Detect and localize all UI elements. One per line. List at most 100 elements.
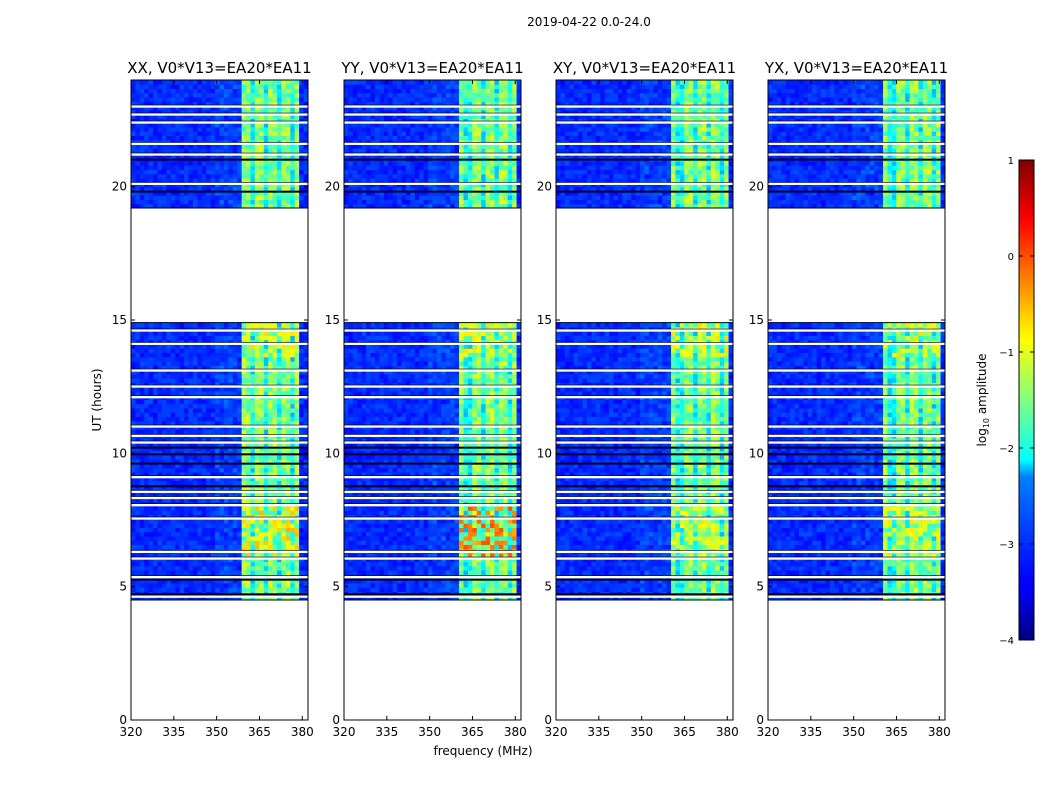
heatmap-cell [170, 493, 176, 499]
heatmap-cell [383, 510, 389, 516]
heatmap-cell [241, 144, 247, 149]
heatmap-cell [188, 322, 194, 328]
heatmap-cell [246, 97, 251, 102]
heatmap-cell [285, 454, 291, 460]
heatmap-cell [228, 114, 234, 119]
heatmap-cell [397, 493, 403, 499]
heatmap-cell [131, 536, 136, 541]
heatmap-cell [290, 578, 296, 584]
heatmap-cell [259, 472, 265, 477]
heatmap-cell [432, 506, 438, 511]
heatmap-cell [263, 446, 269, 452]
heatmap-cells [344, 322, 522, 601]
heatmap-cell [179, 114, 185, 119]
heatmap-cell [175, 459, 181, 464]
heatmap-cell [490, 536, 495, 541]
heatmap-cell [272, 186, 278, 192]
heatmap-cell [374, 480, 380, 486]
heatmap-cell [303, 331, 309, 336]
heatmap-cell [139, 369, 145, 375]
heatmap-cell [197, 544, 203, 550]
heatmap-cell [294, 582, 300, 588]
heatmap-cell [436, 527, 442, 533]
heatmap-cell [148, 595, 154, 601]
heatmap-cell [135, 472, 141, 477]
heatmap-cell [366, 570, 372, 575]
heatmap-cell [481, 587, 487, 592]
heatmap-cell [246, 578, 251, 584]
heatmap-cell [268, 186, 274, 192]
heatmap-cell [197, 322, 203, 328]
heatmap-cell [148, 131, 154, 136]
heatmap-cell [184, 403, 190, 409]
heatmap-cell [246, 390, 251, 396]
heatmap-cell [352, 531, 358, 537]
heatmap-cell [250, 412, 256, 418]
heatmap-cell [206, 131, 212, 136]
heatmap-cell [210, 561, 216, 567]
heatmap-cell [259, 523, 265, 528]
heatmap-cell [423, 557, 429, 563]
heatmap-cell [241, 578, 247, 584]
heatmap-cell [250, 344, 256, 349]
heatmap-cell [467, 553, 473, 558]
heatmap-cell [303, 408, 309, 413]
heatmap-cell [219, 570, 225, 575]
heatmap-cell [210, 322, 216, 328]
heatmap-cell [201, 472, 207, 477]
heatmap-cell [166, 335, 172, 341]
heatmap-cell [192, 408, 198, 413]
heatmap-cell [135, 373, 141, 379]
heatmap-cell [290, 386, 296, 392]
heatmap-cell [148, 322, 154, 328]
heatmap-cell [445, 587, 451, 592]
heatmap-cell [303, 390, 309, 396]
heatmap-cell [223, 335, 229, 341]
heatmap-cell [153, 135, 159, 141]
heatmap-cell [272, 403, 278, 409]
heatmap-cell [157, 101, 163, 107]
heatmap-cell [188, 173, 194, 179]
heatmap-cell [254, 105, 260, 111]
heatmap-cell [219, 540, 225, 546]
heatmap-cell [237, 131, 243, 136]
heatmap-cell [153, 527, 159, 533]
heatmap-cell [144, 420, 150, 426]
heatmap-cell [370, 578, 376, 584]
heatmap-cell [219, 331, 225, 336]
heatmap-cell [241, 459, 247, 464]
heatmap-cell [170, 148, 176, 154]
heatmap-cell [197, 510, 203, 516]
heatmap-cell [223, 173, 229, 179]
heatmap-cell [290, 446, 296, 452]
heatmap-cell [228, 442, 234, 447]
heatmap-cell [285, 472, 291, 477]
heatmap-cell [206, 540, 212, 546]
heatmap-cell [503, 544, 509, 550]
heatmap-cell [290, 348, 296, 354]
heatmap-cell [272, 144, 278, 149]
heatmap-cell [206, 472, 212, 477]
heatmap-cell [285, 203, 291, 209]
heatmap-cell [148, 199, 154, 205]
heatmap-cell [237, 80, 243, 85]
heatmap-cell [277, 459, 282, 464]
heatmap-cell [192, 493, 198, 499]
heatmap-cell [153, 544, 159, 550]
heatmap-cell [206, 344, 212, 349]
heatmap-cell [405, 510, 411, 516]
heatmap-cell [428, 582, 433, 588]
heatmap-cell [379, 587, 385, 592]
heatmap-cell [463, 523, 469, 528]
heatmap-cell [432, 518, 438, 524]
heatmap-cell [472, 595, 478, 601]
heatmap-cell [414, 553, 420, 558]
heatmap-cell [228, 199, 234, 205]
heatmap-cell [170, 480, 176, 486]
heatmap-cell [201, 122, 207, 128]
heatmap-cell [241, 88, 247, 94]
heatmap-cell [188, 131, 194, 136]
heatmap-cell [246, 531, 251, 537]
heatmap-cell [410, 480, 416, 486]
heatmap-cell [237, 595, 243, 601]
